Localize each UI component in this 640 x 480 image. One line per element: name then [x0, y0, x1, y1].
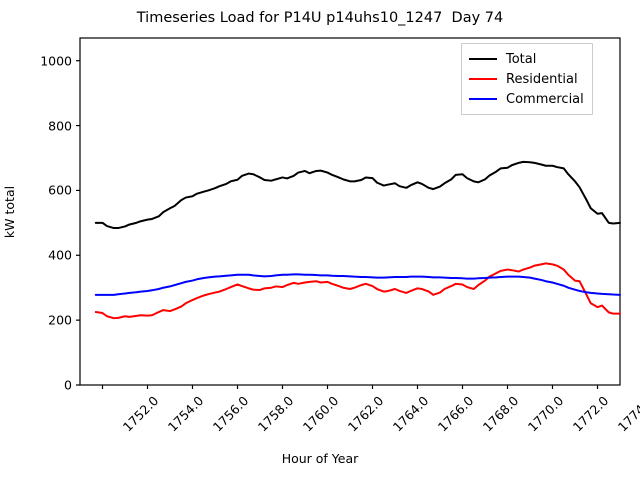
legend-label-commercial: Commercial — [506, 91, 584, 107]
y-tick-label: 0 — [64, 377, 72, 393]
legend-swatch-commercial — [469, 98, 497, 100]
y-tick-label: 1000 — [40, 53, 72, 69]
chart-title: Timeseries Load for P14U p14uhs10_1247 D… — [136, 10, 504, 26]
chart-legend: Total Residential Commercial — [461, 43, 593, 115]
x-tick-marks — [101, 385, 599, 389]
data-series-group — [94, 160, 621, 320]
legend-label-total: Total — [506, 51, 537, 67]
legend-item-commercial: Commercial — [469, 89, 584, 109]
y-tick-label: 200 — [48, 312, 72, 328]
legend-swatch-residential — [469, 78, 497, 80]
y-tick-label: 800 — [48, 118, 72, 134]
y-axis-label: kW total — [2, 185, 17, 239]
legend-label-residential: Residential — [506, 71, 578, 87]
axis-spines — [79, 37, 621, 386]
x-axis-label: Hour of Year — [281, 451, 359, 466]
legend-swatch-total — [469, 58, 497, 60]
series-line-residential — [94, 262, 621, 320]
y-tick-label: 400 — [48, 247, 72, 263]
series-line-total — [94, 160, 621, 230]
y-tick-marks — [76, 60, 80, 386]
series-line-commercial — [94, 273, 621, 296]
legend-item-total: Total — [469, 49, 584, 69]
y-tick-label: 600 — [48, 182, 72, 198]
legend-item-residential: Residential — [469, 69, 584, 89]
